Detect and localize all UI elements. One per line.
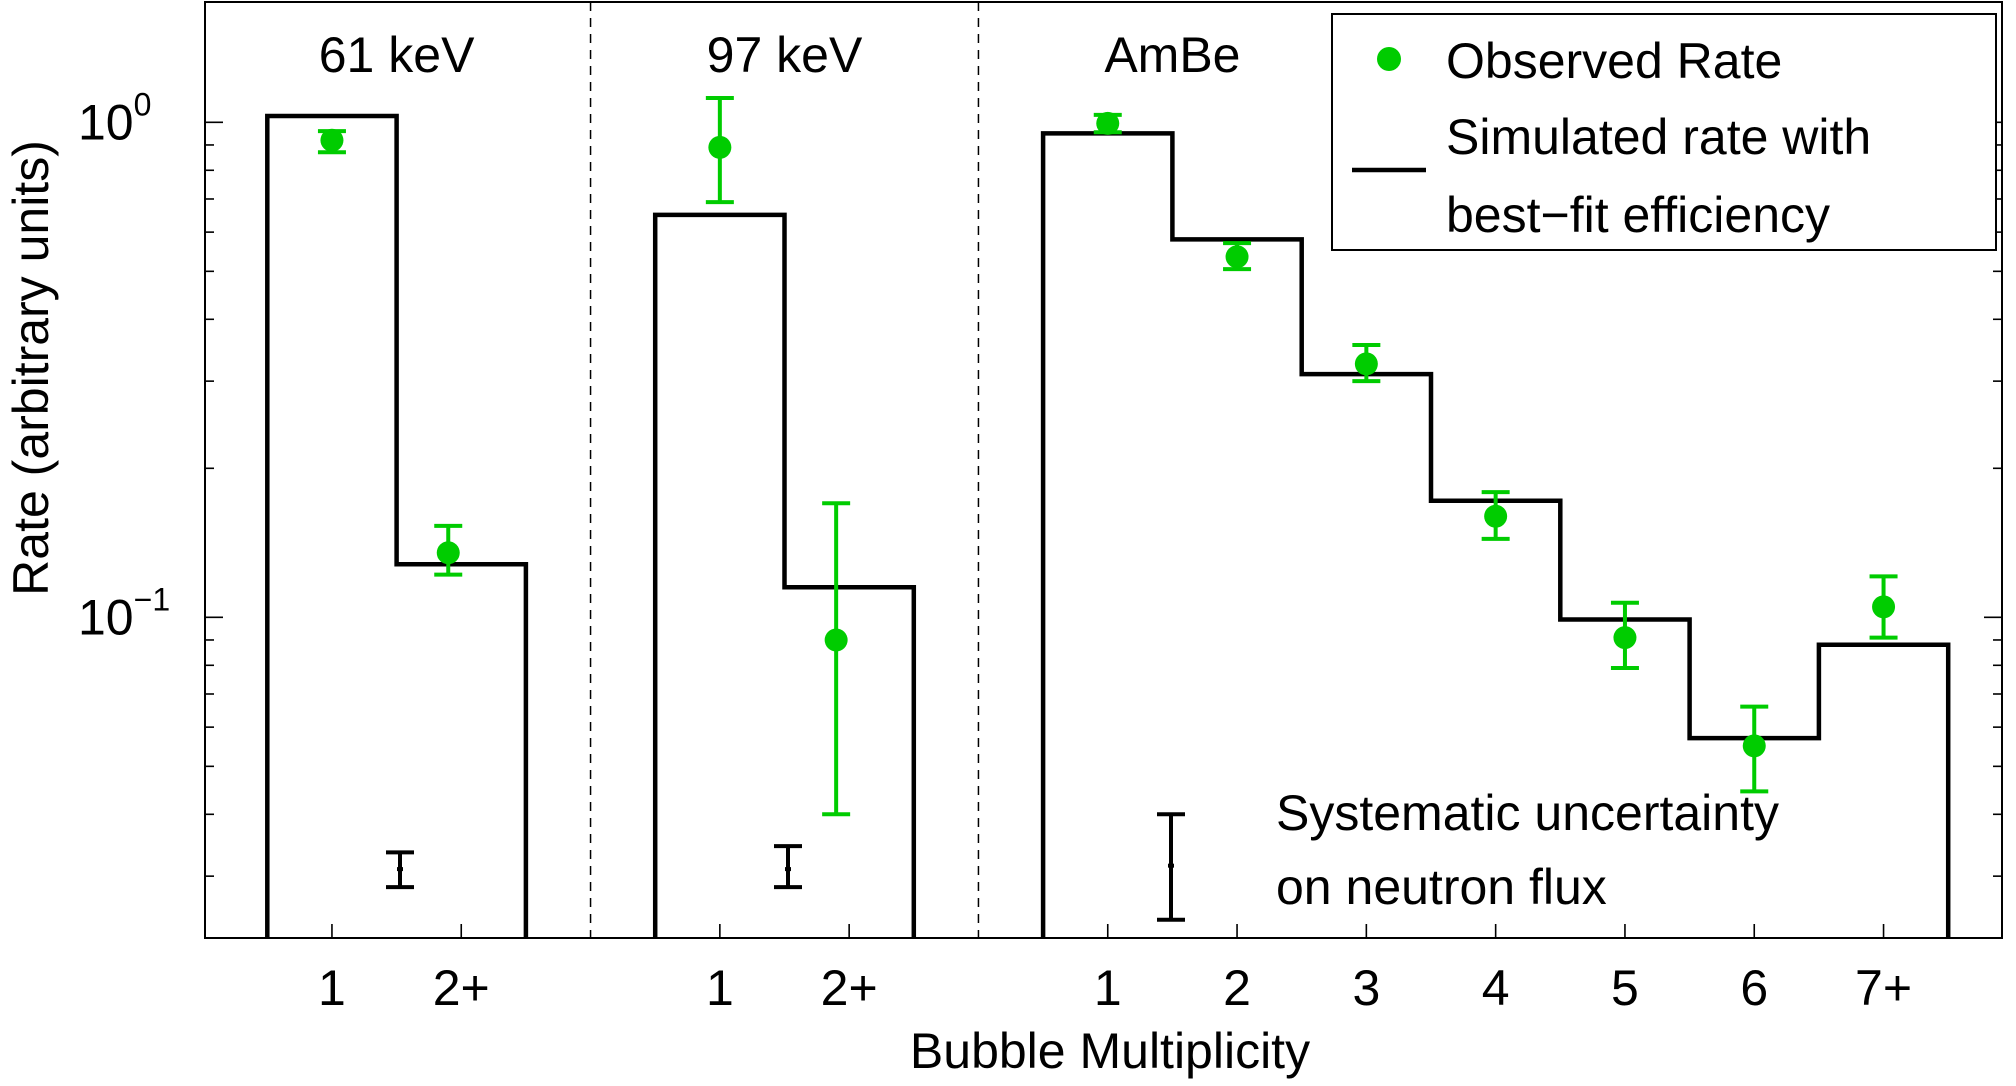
legend-box — [1331, 13, 1997, 251]
x-tick-labels: 1 2+ 1 2+ 1 2 3 4 5 6 7+ — [318, 960, 1912, 1016]
observed-point — [1613, 626, 1637, 650]
x-tick-label: 4 — [1482, 960, 1510, 1016]
x-axis-label: Bubble Multiplicity — [910, 1023, 1310, 1079]
panel-title-2: 97 keV — [707, 27, 863, 83]
tick-marks — [205, 121, 2002, 938]
panel-dividers — [589, 2, 980, 938]
observed-point — [708, 135, 732, 159]
legend-label-observed: Observed Rate — [1446, 33, 1782, 89]
observed-point — [824, 628, 848, 652]
panel-title-3: AmBe — [1104, 27, 1240, 83]
legend-label-simulated: best−fit efficiency — [1446, 187, 1830, 243]
observed-point — [1484, 504, 1508, 528]
x-tick-label: 3 — [1352, 960, 1380, 1016]
x-tick-label: 6 — [1740, 960, 1768, 1016]
y-axis-label: Rate (arbitrary units) — [3, 140, 59, 596]
x-tick-label: 2 — [1223, 960, 1251, 1016]
y-tick-labels: 100 10−1 — [78, 86, 170, 645]
panel-titles: 61 keV 97 keV AmBe — [319, 27, 1241, 83]
simulated-histogram-2 — [652, 212, 917, 938]
legend-observed-marker — [1377, 47, 1401, 71]
observed-point — [1096, 111, 1120, 135]
systematic-note: Systematic uncertainty on neutron flux — [1276, 785, 1779, 915]
observed-point — [1872, 595, 1896, 619]
observed-point — [1354, 352, 1378, 376]
observed-point — [436, 541, 460, 565]
y-tick-label: 10−1 — [78, 581, 170, 645]
legend-label-simulated: Simulated rate with — [1446, 109, 1871, 165]
observed-point — [320, 128, 344, 152]
observed-point — [1742, 734, 1766, 758]
x-tick-label: 2+ — [433, 960, 490, 1016]
observed-points — [317, 95, 1898, 817]
simulated-histogram-1 — [265, 113, 529, 938]
legend: Observed Rate Simulated rate with best−fit… — [1331, 13, 1997, 251]
x-tick-label: 7+ — [1855, 960, 1912, 1016]
x-tick-label: 1 — [318, 960, 346, 1016]
systematic-markers — [386, 812, 1185, 922]
systematic-note-label: Systematic uncertainty — [1276, 785, 1779, 841]
systematic-note-label: on neutron flux — [1276, 859, 1607, 915]
y-tick-label: 100 — [78, 86, 151, 150]
plot-frame — [204, 1, 2003, 939]
x-tick-label: 1 — [706, 960, 734, 1016]
x-tick-label: 1 — [1094, 960, 1122, 1016]
observed-point — [1225, 245, 1249, 269]
panel-title-1: 61 keV — [319, 27, 475, 83]
plot-border — [204, 1, 2003, 939]
x-tick-label: 5 — [1611, 960, 1639, 1016]
x-tick-label: 2+ — [821, 960, 878, 1016]
